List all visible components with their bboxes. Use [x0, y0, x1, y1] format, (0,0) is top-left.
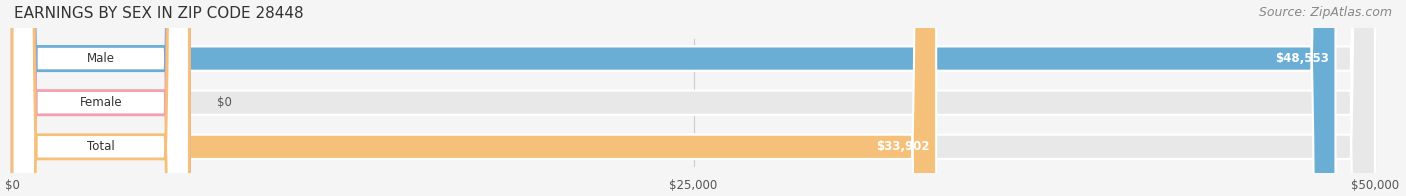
Text: $0: $0: [217, 96, 232, 109]
FancyBboxPatch shape: [13, 0, 936, 196]
FancyBboxPatch shape: [13, 0, 1375, 196]
Text: $48,553: $48,553: [1275, 52, 1329, 65]
FancyBboxPatch shape: [13, 0, 1336, 196]
Text: $33,902: $33,902: [876, 140, 929, 153]
Text: EARNINGS BY SEX IN ZIP CODE 28448: EARNINGS BY SEX IN ZIP CODE 28448: [14, 6, 304, 21]
Text: Male: Male: [87, 52, 115, 65]
FancyBboxPatch shape: [13, 0, 190, 196]
FancyBboxPatch shape: [13, 0, 190, 196]
FancyBboxPatch shape: [13, 0, 190, 196]
Text: Total: Total: [87, 140, 115, 153]
Text: Source: ZipAtlas.com: Source: ZipAtlas.com: [1258, 6, 1392, 19]
FancyBboxPatch shape: [13, 0, 1375, 196]
Text: Female: Female: [80, 96, 122, 109]
FancyBboxPatch shape: [13, 0, 1375, 196]
